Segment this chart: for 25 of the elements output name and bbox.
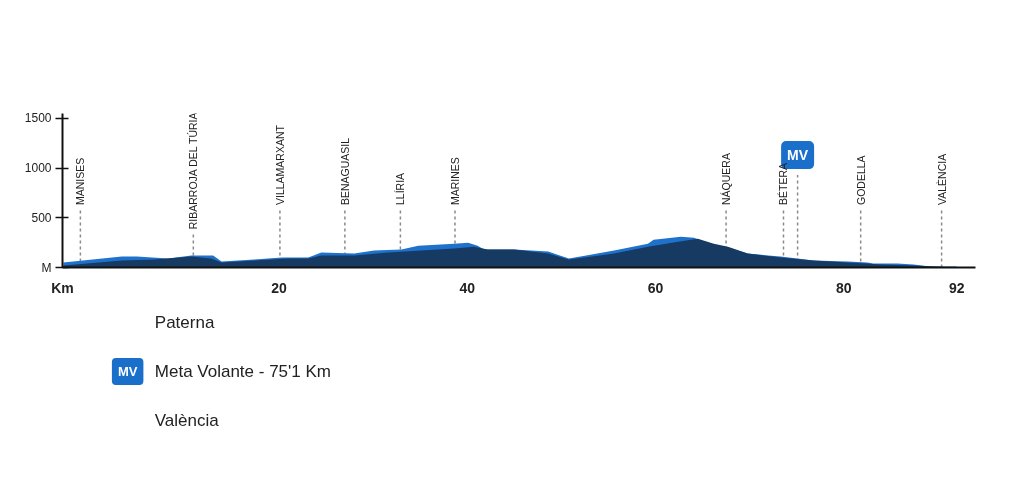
text: Meta Volante - 75'1 Km: [154, 362, 331, 381]
ref-line-label: VALÈNCIA: [935, 153, 948, 205]
ref-line-label: BENAGUASIL: [338, 137, 351, 205]
y-tick-label: 1000: [24, 161, 52, 176]
y-tick-label: 500: [31, 210, 52, 225]
text: MV: [117, 364, 138, 379]
ref-line-label: LLÍRIA: [394, 172, 407, 205]
ref-line-label: NÁQUERA: [720, 153, 733, 205]
y-tick-label: M: [41, 260, 52, 275]
ref-line-label: VILLAMARXANT: [273, 124, 286, 205]
ref-line-label: MARINES: [449, 157, 461, 205]
x-tick-label: 80: [835, 279, 852, 296]
x-tick-label: 92: [948, 279, 965, 296]
x-tick-label: 20: [271, 279, 287, 296]
x-tick-label: 60: [647, 279, 664, 296]
ref-line-label: MV: [787, 147, 809, 164]
text: Paterna: [154, 313, 215, 332]
x-tick-label: Km: [51, 279, 74, 296]
ref-line-label: MANISES: [74, 157, 87, 205]
y-tick-label: 1500: [24, 111, 52, 126]
ref-line-label: GODELLA: [854, 155, 867, 205]
x-tick-label: 40: [459, 279, 476, 296]
ref-line-label: RIBARROJA DEL TÚRIA: [187, 112, 200, 230]
text: València: [154, 411, 220, 430]
ref-line-label: BÉTERA: [777, 162, 790, 205]
